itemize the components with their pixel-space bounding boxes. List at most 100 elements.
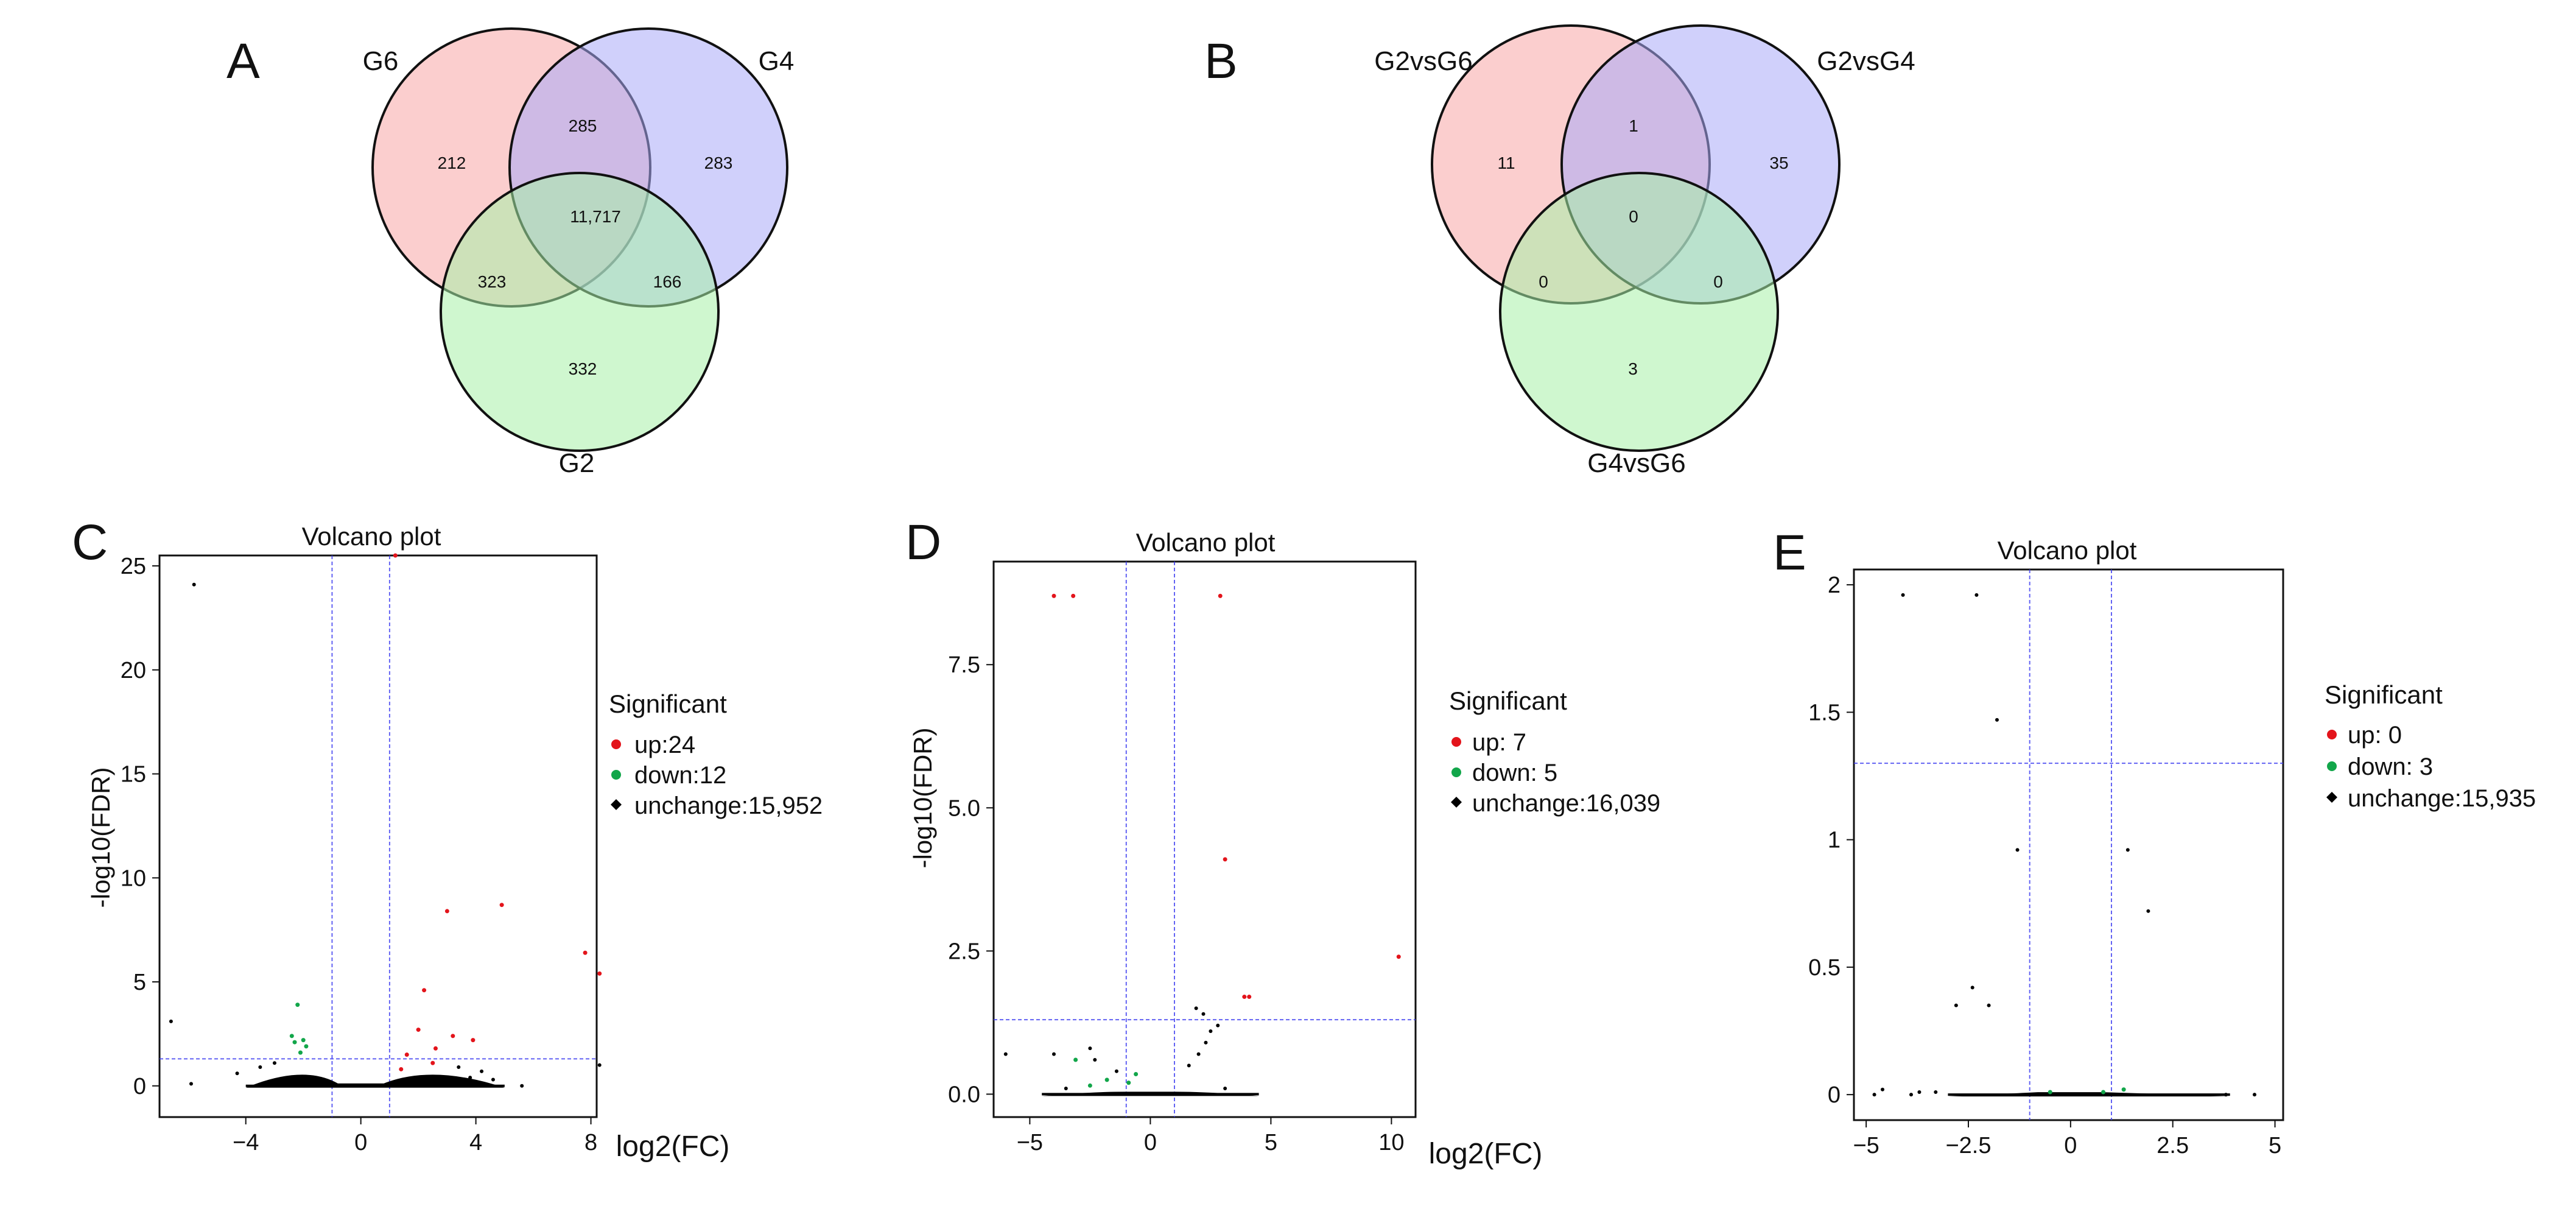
venn-b-count-g6-g2: 0 bbox=[1539, 272, 1548, 291]
volcano-c-legend: Significant up:24 down:12 unchange:15,95… bbox=[609, 689, 823, 819]
volcano-d-unchange-point-9 bbox=[1196, 1052, 1201, 1056]
volcano-d-xtick-label-0: −5 bbox=[1017, 1130, 1043, 1155]
venn-a-label-g6: G6 bbox=[363, 46, 399, 76]
volcano-d-down-point-3 bbox=[1134, 1071, 1139, 1076]
volcano-e-unchange-point-8 bbox=[1987, 1003, 1991, 1007]
volcano-e-xtick-label-4: 5 bbox=[2269, 1133, 2281, 1158]
volcano-d-unchange-point-4 bbox=[1114, 1069, 1118, 1073]
volcano-c-xtick-label-0: −4 bbox=[233, 1130, 259, 1155]
volcano-d-plot: −5 0 5 10 0.0 2.5 5.0 7.5 bbox=[948, 562, 1416, 1155]
volcano-d-frame bbox=[992, 560, 1417, 1118]
volcano-c-down-point-0 bbox=[295, 1003, 300, 1007]
venn-b-label-g2vsg4: G2vsG4 bbox=[1817, 46, 1915, 76]
volcano-e-legend-title: Significant bbox=[2325, 680, 2443, 709]
volcano-e-legend-unchange-marker bbox=[2326, 792, 2337, 803]
volcano-d-unchange-point-0 bbox=[1003, 1052, 1008, 1056]
volcano-d-ytick-label-3: 7.5 bbox=[948, 652, 980, 678]
volcano-d-up-point-5 bbox=[1242, 995, 1247, 1000]
volcano-d-legend-down-marker bbox=[1451, 767, 1461, 777]
volcano-d-ylabel: -log10(FDR) bbox=[908, 727, 937, 868]
volcano-c-unchange-point-12 bbox=[597, 1063, 602, 1067]
volcano-e-unchange-point-5 bbox=[2146, 909, 2150, 913]
volcano-d-unchange-point-13 bbox=[1223, 1086, 1227, 1090]
volcano-d-xtick-label-3: 10 bbox=[1378, 1130, 1404, 1155]
volcano-d-up-point-6 bbox=[1247, 995, 1252, 1000]
volcano-c-unchange-point-3 bbox=[235, 1071, 239, 1076]
volcano-d-up-point-0 bbox=[1051, 593, 1056, 598]
volcano-e-unchange-point-12 bbox=[1909, 1093, 1913, 1097]
volcano-d-unchange-point-1 bbox=[1052, 1052, 1056, 1056]
volcano-c-down-point-4 bbox=[289, 1034, 294, 1038]
volcano-c-up-point-5 bbox=[404, 1053, 409, 1057]
venn-b-count-g4-g2: 0 bbox=[1713, 272, 1723, 291]
volcano-c-unchange-point-0 bbox=[192, 582, 196, 587]
volcano-e-ytick-label-3: 1.5 bbox=[1808, 700, 1841, 725]
volcano-c-ytick-label-1: 5 bbox=[133, 970, 146, 995]
venn-a-circle-g2 bbox=[440, 172, 720, 452]
volcano-d-ytick-label-1: 2.5 bbox=[948, 939, 980, 964]
volcano-c-up-point-2 bbox=[499, 903, 504, 908]
panel-letter-c: C bbox=[72, 515, 108, 570]
volcano-e-ytick-label-1: 0.5 bbox=[1808, 955, 1841, 981]
volcano-e-xtick-label-0: −5 bbox=[1853, 1133, 1879, 1158]
venn-a-count-g2-only: 332 bbox=[569, 359, 597, 378]
volcano-d-unchange-point-5 bbox=[1194, 1006, 1198, 1010]
volcano-d-up-point-2 bbox=[1218, 593, 1223, 598]
venn-b-count-g2vsg4-only: 35 bbox=[1769, 153, 1788, 172]
volcano-c-legend-unchange: unchange:15,952 bbox=[634, 792, 823, 819]
volcano-c-up-point-8 bbox=[399, 1067, 404, 1071]
venn-a: G6 G4 G2 212 283 285 11,717 323 166 332 bbox=[363, 27, 795, 478]
volcano-e-legend-up: up: 0 bbox=[2348, 722, 2402, 749]
volcano-c-legend-up-marker bbox=[611, 739, 621, 749]
venn-a-label-g2: G2 bbox=[559, 448, 595, 478]
volcano-d-down-point-0 bbox=[1126, 1081, 1131, 1085]
volcano-e-ytick-label-2: 1 bbox=[1828, 828, 1841, 853]
panel-letter-b: B bbox=[1204, 34, 1238, 89]
volcano-d-unchange-point-7 bbox=[1209, 1029, 1213, 1033]
volcano-d-legend-up: up: 7 bbox=[1472, 729, 1526, 756]
volcano-d-unchange-point-8 bbox=[1204, 1040, 1208, 1045]
volcano-e-unchange-point-13 bbox=[2224, 1093, 2228, 1097]
volcano-c-ylabel: -log10(FDR) bbox=[86, 767, 115, 908]
volcano-d-legend-unchange: unchange:16,039 bbox=[1472, 790, 1660, 817]
volcano-c-unchange-point-1 bbox=[169, 1019, 173, 1023]
volcano-e-legend-up-marker bbox=[2327, 730, 2337, 739]
volcano-e-down-point-2 bbox=[2101, 1090, 2106, 1095]
volcano-c-unchange-mass bbox=[245, 1074, 505, 1088]
volcano-c-up-point-3 bbox=[583, 950, 588, 955]
volcano-c-legend-title: Significant bbox=[609, 689, 727, 718]
volcano-c-up-point-12 bbox=[597, 971, 602, 976]
volcano-d-title: Volcano plot bbox=[1136, 528, 1276, 557]
volcano-c-title: Volcano plot bbox=[302, 522, 441, 551]
venn-b-label-g4vsg6: G4vsG6 bbox=[1587, 448, 1685, 478]
volcano-c-ytick-label-0: 0 bbox=[133, 1074, 146, 1099]
venn-a-label-g4: G4 bbox=[759, 46, 795, 76]
volcano-c-ytick-label-4: 20 bbox=[121, 658, 146, 683]
volcano-c-frame bbox=[158, 554, 598, 1118]
volcano-c-xtick-label-2: 4 bbox=[469, 1130, 482, 1155]
volcano-d: Volcano plot log2(FC) -log10(FDR) −5 0 5 10… bbox=[908, 528, 1660, 1170]
volcano-c-up-point-6 bbox=[433, 1046, 438, 1051]
venn-a-count-g4-g2: 166 bbox=[653, 272, 682, 291]
venn-a-count-g4-only: 283 bbox=[704, 153, 733, 172]
volcano-d-legend-up-marker bbox=[1451, 737, 1461, 747]
volcano-c-xlabel: log2(FC) bbox=[616, 1130, 730, 1163]
venn-b-circle-g4vsg6 bbox=[1499, 172, 1779, 452]
volcano-e-legend: Significant up: 0 down: 3 unchange:15,93… bbox=[2325, 680, 2536, 812]
volcano-d-unchange-point-6 bbox=[1201, 1012, 1206, 1016]
venn-b-count-g2vsg6-only: 11 bbox=[1497, 153, 1515, 172]
volcano-e-xtick-label-2: 0 bbox=[2064, 1133, 2077, 1158]
volcano-d-unchange-point-12 bbox=[1064, 1086, 1068, 1090]
venn-a-count-g6-only: 212 bbox=[438, 153, 466, 172]
panel-letter-e: E bbox=[1773, 525, 1806, 580]
venn-a-count-g6-g2: 323 bbox=[478, 272, 507, 291]
panel-letter-a: A bbox=[226, 34, 260, 89]
volcano-e-unchange-point-3 bbox=[2015, 848, 2020, 852]
volcano-d-up-point-4 bbox=[1396, 954, 1401, 959]
volcano-c-up-point-4 bbox=[422, 988, 427, 993]
volcano-e-unchange-point-15 bbox=[1934, 1090, 1938, 1094]
volcano-d-legend-title: Significant bbox=[1449, 686, 1567, 715]
volcano-d-legend-unchange-marker bbox=[1451, 797, 1462, 808]
venn-b-count-g6-g4: 1 bbox=[1629, 116, 1638, 135]
